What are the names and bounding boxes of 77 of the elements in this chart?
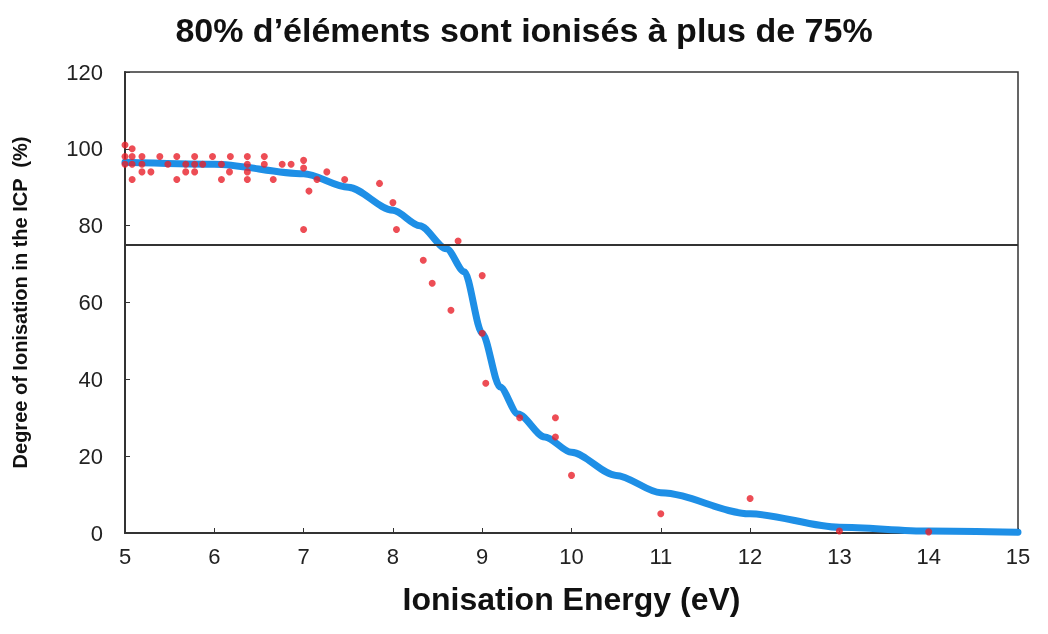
point	[173, 153, 181, 161]
point	[243, 168, 251, 176]
point	[313, 176, 321, 184]
point	[323, 168, 331, 176]
point	[482, 379, 490, 387]
point	[182, 168, 190, 176]
point	[138, 153, 146, 161]
point	[243, 153, 251, 161]
point	[746, 494, 754, 502]
point	[269, 176, 277, 184]
x-tick-label: 8	[386, 543, 400, 569]
x-tick-label: 9	[476, 543, 489, 569]
point	[128, 145, 136, 153]
point	[121, 153, 129, 161]
point	[217, 160, 225, 168]
x-tick-label: 7	[297, 543, 310, 569]
point	[128, 160, 136, 168]
x-tick-label: 5	[118, 543, 132, 569]
y-tick-label: 40	[78, 366, 103, 392]
point	[287, 160, 295, 168]
point	[209, 153, 217, 161]
y-tick-label: 20	[78, 443, 103, 469]
point	[243, 160, 251, 168]
point	[173, 176, 181, 184]
point	[226, 153, 234, 161]
chart-title: 80% d’éléments sont ionisés à plus de 75%	[175, 11, 873, 49]
x-tick-label: 10	[559, 543, 584, 569]
point	[392, 226, 400, 234]
point	[551, 433, 559, 441]
x-axis-title: Ionisation Energy (eV)	[402, 581, 741, 617]
point	[341, 176, 349, 184]
point	[128, 176, 136, 184]
point	[925, 528, 933, 536]
point	[657, 510, 665, 518]
x-tick-label: 15	[1005, 543, 1031, 569]
point	[121, 160, 129, 168]
point	[260, 160, 268, 168]
point	[447, 306, 455, 314]
point	[278, 160, 286, 168]
point	[191, 168, 199, 176]
point	[551, 414, 559, 422]
point	[478, 272, 486, 280]
y-tick-label: 100	[66, 136, 103, 162]
point	[138, 160, 146, 168]
point	[478, 329, 486, 337]
x-tick-label: 14	[916, 543, 941, 569]
point	[516, 414, 524, 422]
point	[300, 164, 308, 172]
point	[389, 199, 397, 207]
x-tick-label: 11	[649, 543, 673, 569]
point	[300, 156, 308, 164]
x-tick-label: 12	[737, 543, 763, 569]
point	[147, 168, 155, 176]
y-tick-label: 60	[78, 290, 103, 315]
point	[225, 168, 233, 176]
x-tick-label: 6	[208, 543, 221, 569]
point	[217, 176, 225, 184]
point	[260, 153, 268, 161]
y-tick-label: 120	[66, 59, 103, 85]
point	[164, 160, 172, 168]
point	[376, 179, 384, 187]
point	[191, 153, 199, 161]
point	[428, 279, 436, 287]
point	[199, 160, 207, 168]
point	[156, 153, 164, 161]
y-axis-title: Degree of Ionisation in the ICP (%)	[9, 136, 31, 469]
x-tick-label: 13	[827, 543, 852, 569]
point	[419, 256, 427, 264]
y-tick-label: 80	[78, 213, 103, 239]
point	[128, 153, 136, 161]
point	[300, 226, 308, 234]
point	[568, 471, 575, 479]
point	[835, 527, 843, 535]
y-tick-label: 0	[90, 520, 103, 546]
point	[243, 176, 251, 184]
point	[182, 160, 190, 168]
point	[191, 160, 199, 168]
